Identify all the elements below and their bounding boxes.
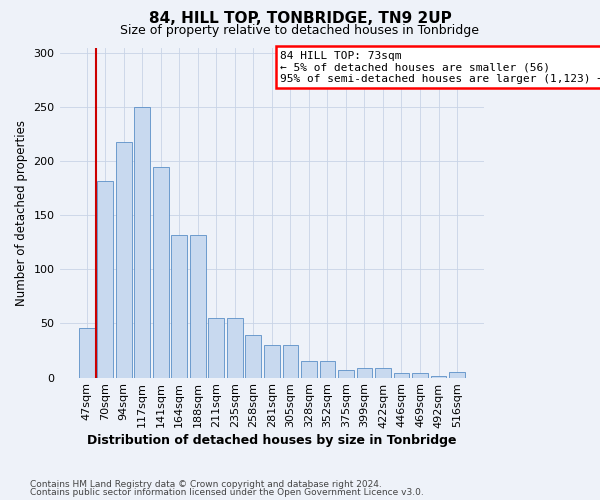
Text: Contains public sector information licensed under the Open Government Licence v3: Contains public sector information licen… — [30, 488, 424, 497]
Y-axis label: Number of detached properties: Number of detached properties — [15, 120, 28, 306]
Bar — [264, 345, 280, 378]
Bar — [283, 345, 298, 378]
Bar — [153, 166, 169, 378]
Bar — [431, 376, 446, 378]
Bar — [412, 373, 428, 378]
Bar — [301, 362, 317, 378]
Bar — [190, 234, 206, 378]
X-axis label: Distribution of detached houses by size in Tonbridge: Distribution of detached houses by size … — [87, 434, 457, 448]
Bar — [97, 180, 113, 378]
Text: Size of property relative to detached houses in Tonbridge: Size of property relative to detached ho… — [121, 24, 479, 37]
Bar — [134, 107, 150, 378]
Bar — [245, 336, 261, 378]
Bar — [394, 373, 409, 378]
Bar — [320, 362, 335, 378]
Bar — [227, 318, 243, 378]
Bar — [116, 142, 131, 378]
Text: 84, HILL TOP, TONBRIDGE, TN9 2UP: 84, HILL TOP, TONBRIDGE, TN9 2UP — [149, 11, 451, 26]
Bar — [449, 372, 465, 378]
Bar — [338, 370, 354, 378]
Text: 84 HILL TOP: 73sqm
← 5% of detached houses are smaller (56)
95% of semi-detached: 84 HILL TOP: 73sqm ← 5% of detached hous… — [280, 51, 600, 84]
Bar — [356, 368, 373, 378]
Bar — [172, 234, 187, 378]
Text: Contains HM Land Registry data © Crown copyright and database right 2024.: Contains HM Land Registry data © Crown c… — [30, 480, 382, 489]
Bar — [375, 368, 391, 378]
Bar — [79, 328, 95, 378]
Bar — [208, 318, 224, 378]
